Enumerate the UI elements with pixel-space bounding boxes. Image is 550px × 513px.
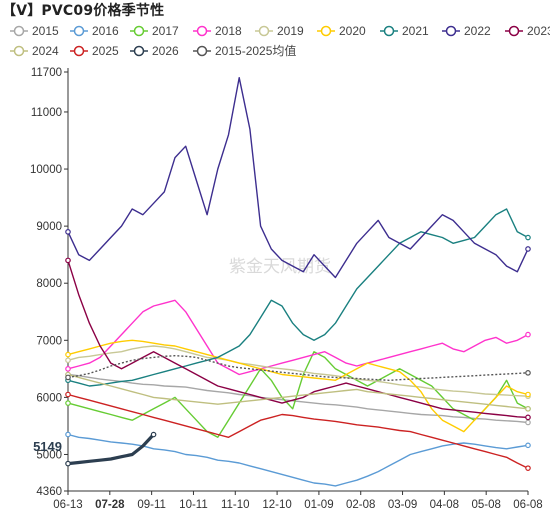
series-line-2026 [67,433,155,466]
legend-item-2019[interactable]: 2019 [255,24,304,38]
y-tick-label: 6000 [36,392,62,404]
legend-item-2023[interactable]: 2023 [505,24,550,38]
series-point-2018 [525,331,531,338]
legend-label: 2017 [152,24,179,38]
x-tick-label: 01-09 [304,499,333,511]
x-tick-label: 04-08 [430,499,459,511]
chart-title: 【V】PVC09价格季节性 [2,3,165,19]
y-tick-label: 9000 [36,221,62,233]
series-line-2023 [67,260,529,419]
legend-item-2021[interactable]: 2021 [380,24,429,38]
x-tick-label: 02-08 [346,499,375,511]
series-line-2016 [67,433,529,487]
legend-item-2018[interactable]: 2018 [193,24,242,38]
series-point-2022 [525,246,531,252]
y-tick-label: 5000 [36,449,62,461]
series-point-2021 [525,234,531,241]
series-line-2018 [67,299,529,376]
series-point-2023 [65,257,71,264]
x-tick-label: 10-11 [179,499,208,511]
x-tick-label: 05-08 [471,499,500,511]
legend-item-2015-2025均值[interactable]: 2015-2025均值 [193,43,296,58]
current-value-label: 5149 [33,439,62,454]
series-point-2015-2025均值 [525,370,531,376]
legend-item-2025[interactable]: 2025 [70,44,119,58]
x-tick-label: 09-11 [137,499,166,511]
legend-label: 2016 [92,24,119,38]
series-point-2025 [525,465,531,471]
legend-label: 2020 [339,24,366,38]
y-tick-label: 10000 [30,164,62,176]
x-tick-label: 12-10 [262,499,291,511]
series-point-2022 [65,229,71,235]
legend-item-2015[interactable]: 2015 [10,24,59,38]
legend-item-2024[interactable]: 2024 [10,44,59,58]
series-line-2022 [67,77,529,279]
y-tick-label: 7000 [36,335,62,347]
series-point-2019 [65,357,71,364]
legend-label: 2023 [527,24,550,38]
legend-label: 2022 [464,24,491,38]
y-tick-label: 4360 [36,486,62,498]
legend-label: 2025 [92,44,119,58]
series-point-2025 [65,391,71,398]
series-point-2020 [525,391,531,398]
series-point-2026 [65,460,71,467]
series-point-2026 [150,431,157,438]
legend-label: 2015-2025均值 [215,43,296,58]
series-point-2024 [525,405,531,412]
legend-label: 2024 [32,44,59,58]
legend-label: 2015 [32,24,59,38]
series-line-2015 [67,373,529,424]
y-tick-label: 8000 [36,278,62,290]
series-point-2015-2025均值 [65,374,71,381]
series-point-2020 [65,351,71,358]
legend-item-2022[interactable]: 2022 [442,24,491,38]
x-tick-label: 11-10 [221,499,250,511]
x-tick-label: 07-28 [95,499,125,511]
x-tick-label: 06-13 [53,499,82,511]
legend-label: 2021 [402,24,429,38]
watermark: 紫金天风期货 [229,257,331,277]
legend-label: 2019 [277,24,304,38]
legend-item-2016[interactable]: 2016 [70,24,119,38]
series-point-2016 [525,442,531,449]
legend-item-2017[interactable]: 2017 [130,24,179,38]
legend-label: 2026 [152,44,179,58]
series-point-2017 [65,400,71,406]
series-line-2017 [67,351,529,438]
series-line-2021 [67,208,529,387]
legend-item-2020[interactable]: 2020 [317,24,366,38]
legend-item-2026[interactable]: 2026 [130,44,179,58]
x-tick-label: 06-08 [513,499,542,511]
series-point-2015 [525,419,531,426]
y-tick-label: 11700 [31,67,62,79]
series-line-2025 [67,393,529,469]
series-point-2016 [65,431,71,438]
series-line-2020 [67,339,529,433]
series-line-2019 [67,345,529,397]
legend-label: 2018 [215,24,242,38]
series-line-2024 [67,373,529,410]
series-point-2023 [525,414,531,421]
x-tick-label: 03-09 [388,499,417,511]
series-point-2018 [65,366,71,372]
y-tick-label: 11000 [31,107,62,119]
